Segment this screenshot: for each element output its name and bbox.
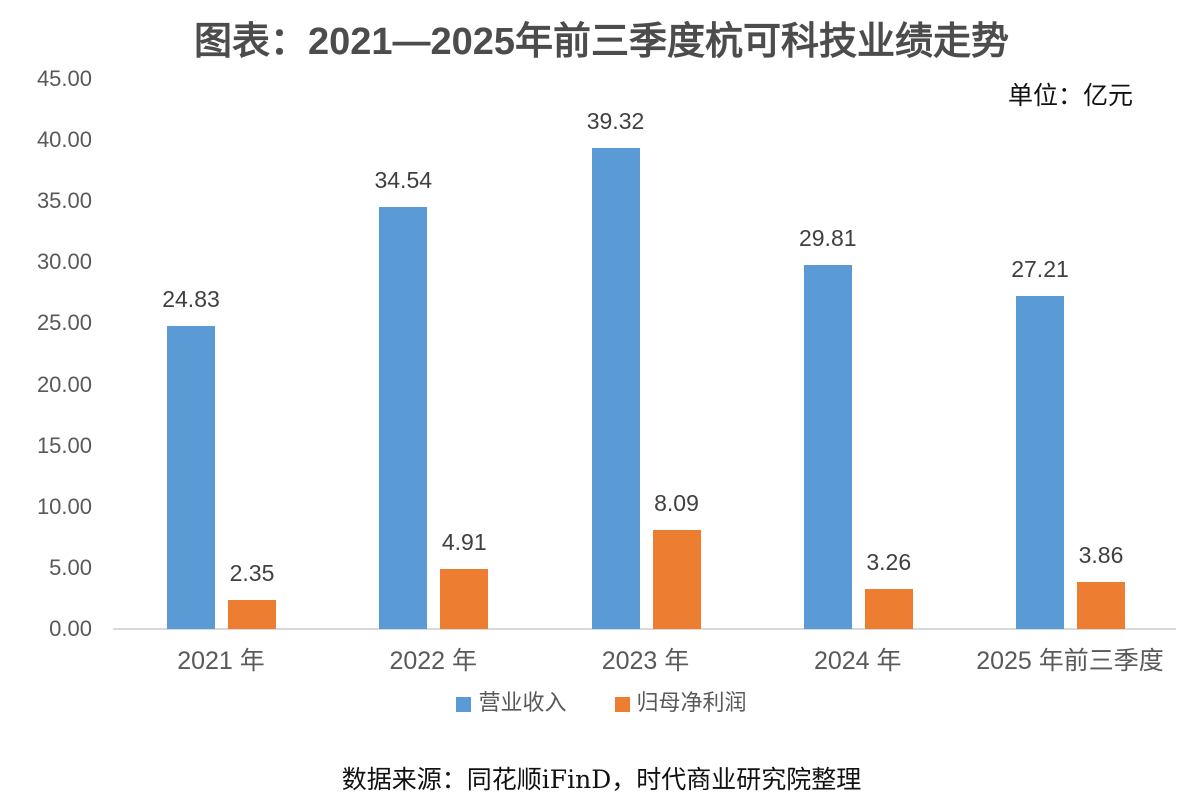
bar [591,148,640,629]
y-axis-tick-label: 30.00 [36,249,92,275]
bar-value-label: 27.21 [1011,256,1069,283]
bar-value-label: 4.91 [441,528,487,555]
y-axis-tick-label: 10.00 [36,493,92,519]
legend-swatch-icon [614,696,630,712]
bar [1077,581,1125,629]
source-note: 数据来源：同花顺iFinD，时代商业研究院整理 [341,765,862,794]
bar [1016,296,1064,629]
bar-value-label: 34.54 [374,166,433,193]
x-axis-category-label: 2022 年 [389,647,478,675]
legend-item: 归母净利润 [614,691,747,716]
y-axis-tick-label: 35.00 [36,188,92,214]
bar-value-label: 29.81 [798,224,857,251]
chart-title-prefix: 图表： [193,18,308,63]
bar [228,600,276,629]
x-axis-category-label: 2025 年前三季度 [976,647,1164,675]
y-axis-tick-label: 20.00 [36,371,92,397]
bar [440,568,489,629]
x-axis-line [113,628,1176,630]
legend-swatch-icon [456,696,472,712]
y-axis-tick-label: 40.00 [36,127,92,153]
chart-title: 图表：2021—2025年前三季度杭可科技业绩走势 [0,18,1203,65]
x-axis-category-label: 2021 年 [177,647,265,675]
y-axis-tick-label: 25.00 [36,310,92,336]
legend: 营业收入 归母净利润 [0,692,1203,716]
bar [803,264,852,629]
bar [864,589,913,629]
bar-value-label: 3.86 [1078,541,1124,568]
legend-label: 归母净利润 [636,691,747,716]
bar-value-label: 39.32 [586,108,645,135]
bar-value-label: 2.35 [229,560,275,587]
bar [652,530,701,629]
unit-label: 单位：亿元 [1007,81,1133,110]
chart-title-suffix: 年前三季度杭可科技业绩走势 [515,18,1010,63]
x-axis-category-label: 2024 年 [813,647,902,675]
bar-value-label: 3.26 [866,549,912,576]
chart-title-years: 2021—2025 [307,21,516,63]
y-axis-tick-label: 15.00 [36,432,92,458]
y-axis-tick-label: 45.00 [36,66,92,91]
legend-label: 营业收入 [478,691,567,716]
bar-value-label: 8.09 [654,490,699,517]
bar-value-label: 24.83 [162,285,220,312]
y-axis-tick-label: 0.00 [49,616,92,641]
x-axis-category-label: 2023 年 [601,647,690,675]
y-axis-tick-label: 5.00 [49,554,92,580]
legend-item: 营业收入 [456,691,567,716]
bar [379,206,428,629]
bar [167,325,215,629]
